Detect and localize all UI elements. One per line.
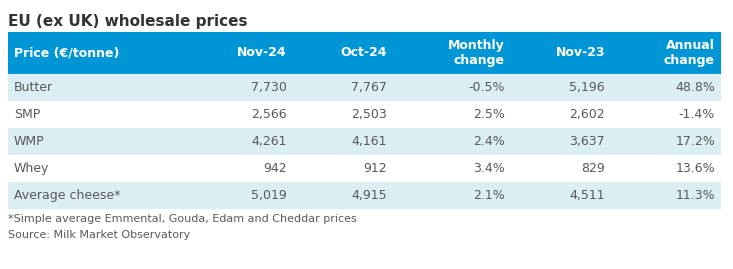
Text: 2.4%: 2.4% <box>474 135 505 148</box>
Bar <box>8 101 721 128</box>
Text: 2,503: 2,503 <box>351 108 387 121</box>
Text: 2.1%: 2.1% <box>474 189 505 202</box>
Text: 4,261: 4,261 <box>251 135 287 148</box>
Text: 942: 942 <box>263 162 287 175</box>
Text: -1.4%: -1.4% <box>679 108 715 121</box>
Text: 13.6%: 13.6% <box>675 162 715 175</box>
Text: Monthly
change: Monthly change <box>449 39 505 67</box>
Text: Nov-23: Nov-23 <box>556 47 605 59</box>
Text: 2,566: 2,566 <box>251 108 287 121</box>
Text: Source: Milk Market Observatory: Source: Milk Market Observatory <box>8 230 191 240</box>
Text: 3.4%: 3.4% <box>474 162 505 175</box>
Text: 7,730: 7,730 <box>251 81 287 94</box>
Text: Butter: Butter <box>14 81 53 94</box>
Text: 48.8%: 48.8% <box>675 81 715 94</box>
Text: Price (€/tonne): Price (€/tonne) <box>14 47 119 59</box>
Text: -0.5%: -0.5% <box>468 81 505 94</box>
Text: 4,511: 4,511 <box>570 189 605 202</box>
Text: WMP: WMP <box>14 135 45 148</box>
Text: 4,161: 4,161 <box>352 135 387 148</box>
Text: 4,915: 4,915 <box>351 189 387 202</box>
Text: 829: 829 <box>581 162 605 175</box>
Text: Nov-24: Nov-24 <box>237 47 287 59</box>
Text: Oct-24: Oct-24 <box>341 47 387 59</box>
Bar <box>8 128 721 155</box>
Text: Annual
change: Annual change <box>664 39 715 67</box>
Text: 5,196: 5,196 <box>570 81 605 94</box>
Text: EU (ex UK) wholesale prices: EU (ex UK) wholesale prices <box>8 14 248 29</box>
Text: Whey: Whey <box>14 162 49 175</box>
Bar <box>8 74 721 101</box>
Text: 17.2%: 17.2% <box>675 135 715 148</box>
Text: Average cheese*: Average cheese* <box>14 189 120 202</box>
Text: 7,767: 7,767 <box>351 81 387 94</box>
Text: *Simple average Emmental, Gouda, Edam and Cheddar prices: *Simple average Emmental, Gouda, Edam an… <box>8 214 357 224</box>
Text: 11.3%: 11.3% <box>675 189 715 202</box>
Bar <box>8 182 721 209</box>
Bar <box>8 155 721 182</box>
Bar <box>8 32 721 74</box>
Text: 2,602: 2,602 <box>570 108 605 121</box>
Text: 912: 912 <box>364 162 387 175</box>
Text: SMP: SMP <box>14 108 40 121</box>
Text: 5,019: 5,019 <box>251 189 287 202</box>
Text: 2.5%: 2.5% <box>473 108 505 121</box>
Text: 3,637: 3,637 <box>570 135 605 148</box>
